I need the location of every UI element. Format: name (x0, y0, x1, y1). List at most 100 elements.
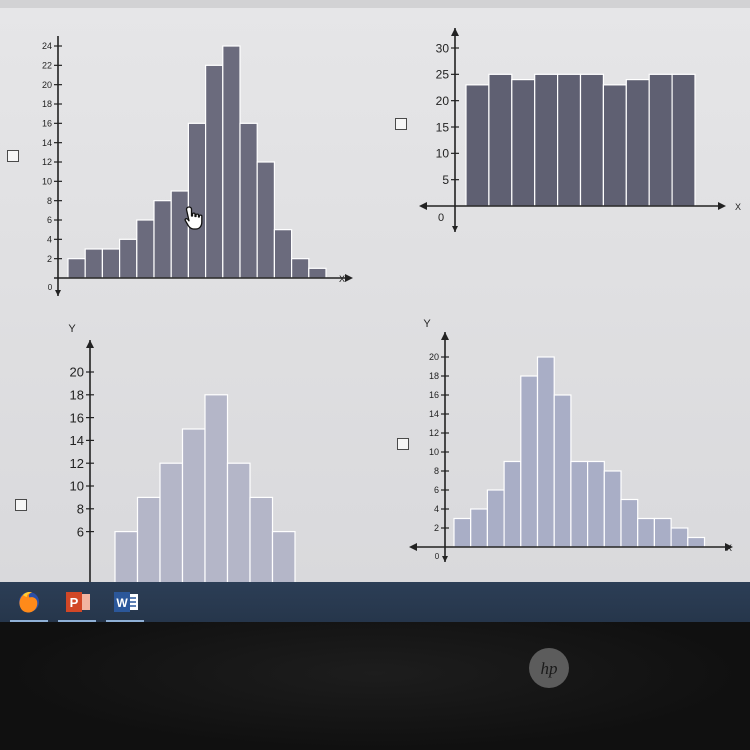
word-icon: W (114, 592, 138, 612)
bar-4 (181, 428, 206, 582)
y-tick-label-6: 6 (434, 485, 439, 495)
y-tick-label-18: 18 (429, 371, 439, 381)
bar-15 (308, 267, 327, 279)
bar-2 (136, 496, 161, 582)
bar-5 (204, 394, 229, 582)
bar-6 (536, 356, 555, 548)
checkbox-option-b[interactable] (395, 118, 407, 130)
bar-10 (671, 73, 696, 207)
checkbox-option-d[interactable] (397, 438, 409, 450)
y-tick-label-6: 6 (47, 215, 52, 225)
y-tick-label-16: 16 (429, 390, 439, 400)
word-letter: W (116, 596, 128, 610)
y-tick-label-18: 18 (70, 387, 84, 402)
y-tick-label-2: 2 (434, 523, 439, 533)
taskbar-app-firefox[interactable] (8, 582, 50, 622)
bar-7 (249, 496, 274, 582)
y-tick-label-30: 30 (436, 41, 450, 55)
top-strip (0, 0, 750, 8)
x-axis-arrow-left (409, 543, 417, 551)
y-tick-label-4: 4 (434, 504, 439, 514)
bar-5 (136, 219, 155, 279)
checkbox-option-a[interactable] (7, 150, 19, 162)
bar-3 (486, 489, 505, 548)
bar-14 (670, 527, 689, 548)
histogram-c: Y 6 8 10 12 14 16 18 20 (68, 323, 296, 582)
checkbox-option-c[interactable] (15, 499, 27, 511)
y-axis-label: Y (68, 323, 76, 335)
bar-9 (648, 73, 673, 207)
y-tick-label-20: 20 (429, 352, 439, 362)
y-tick-label-12: 12 (429, 428, 439, 438)
y-axis-arrow-up (451, 28, 459, 36)
y-tick-label-5: 5 (442, 173, 449, 187)
taskbar-app-powerpoint[interactable]: P (56, 582, 98, 622)
y-tick-label-2: 2 (47, 254, 52, 264)
y-tick-label-20: 20 (436, 94, 450, 108)
bar-3 (159, 462, 184, 582)
bar-13 (653, 517, 672, 548)
bar-1 (67, 258, 86, 279)
bar-4 (503, 460, 522, 548)
y-tick-label-14: 14 (429, 409, 439, 419)
y-tick-label-20: 20 (70, 365, 84, 380)
bar-9 (205, 64, 224, 279)
bar-2 (84, 248, 103, 279)
bar-7 (553, 394, 572, 548)
y-tick-label-4: 4 (47, 235, 52, 245)
bar-8 (271, 530, 296, 582)
bar-1 (453, 517, 472, 548)
x-axis-arrow-right (725, 543, 733, 551)
x-axis-label: X (339, 274, 345, 284)
y-tick-label-8: 8 (434, 466, 439, 476)
powerpoint-icon: P (66, 592, 90, 612)
y-axis-label: Y (423, 318, 431, 330)
bar-4 (534, 73, 559, 207)
bar-9 (586, 460, 605, 548)
bar-10 (603, 470, 622, 548)
y-tick-label-8: 8 (47, 196, 52, 206)
taskbar: P W (0, 582, 750, 622)
hand-cursor-icon (184, 206, 203, 230)
y-tick-label-10: 10 (436, 147, 450, 161)
laptop-bezel (0, 622, 750, 750)
y-axis-arrow-down (452, 226, 458, 232)
bar-3 (101, 248, 121, 279)
bar-12 (256, 161, 276, 279)
bar-11 (239, 122, 258, 279)
bar-6 (226, 462, 251, 582)
bar-10 (222, 45, 241, 279)
bar-13 (273, 229, 293, 279)
y-axis-arrow-down (442, 556, 448, 562)
x-axis-arrow-right (718, 202, 726, 210)
y-tick-label-16: 16 (42, 119, 52, 129)
bar-4 (118, 238, 138, 279)
x-axis-arrow-left (419, 202, 427, 210)
bar-12 (637, 517, 656, 548)
bar-15 (687, 536, 706, 548)
bar-8 (625, 78, 650, 207)
y-tick-label-10: 10 (70, 479, 84, 494)
taskbar-app-word[interactable]: W (104, 582, 146, 622)
y-tick-label-12: 12 (42, 157, 52, 167)
y-tick-label-10: 10 (42, 177, 52, 187)
bar-6 (153, 200, 172, 279)
y-tick-label-25: 25 (436, 68, 450, 82)
y-tick-label-14: 14 (70, 433, 84, 448)
y-tick-label-8: 8 (77, 501, 84, 516)
y-tick-label-15: 15 (436, 120, 450, 134)
histogram-d: X Y 0 2 4 6 8 10 12 14 16 18 20 (409, 318, 733, 562)
hp-logo-text: hp (541, 659, 558, 678)
x-axis-arrow-right (345, 274, 353, 282)
bar-7 (170, 190, 189, 279)
bar-2 (488, 73, 513, 207)
y-tick-label-20: 20 (42, 80, 52, 90)
y-tick-label-16: 16 (70, 410, 84, 425)
powerpoint-letter: P (70, 595, 79, 610)
bar-1 (114, 530, 139, 582)
hp-logo: hp (529, 648, 569, 688)
bar-8 (570, 460, 589, 548)
y-tick-label-24: 24 (42, 41, 52, 51)
